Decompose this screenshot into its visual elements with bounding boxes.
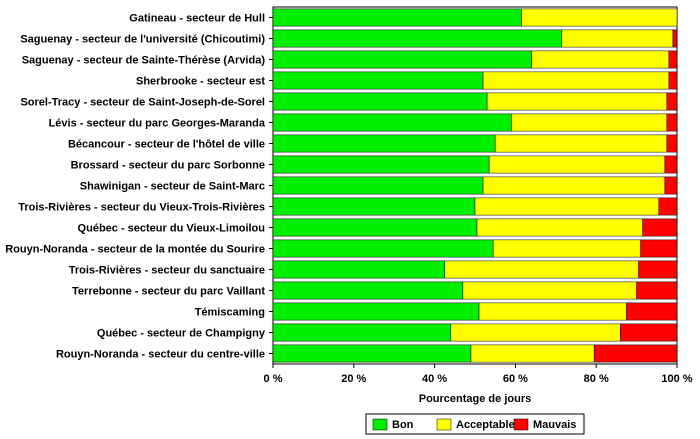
bar-acceptable-13 [462, 281, 637, 300]
bar-mauvais-15 [620, 323, 678, 342]
bar-acceptable-1 [561, 29, 674, 48]
bar-mauvais-8 [664, 176, 678, 195]
category-label-0: Gatineau - secteur de Hull [129, 13, 265, 25]
legend-swatch-bon [372, 418, 388, 431]
x-tick-label-1: 20 % [341, 373, 366, 385]
bar-bon-16 [272, 344, 472, 363]
bar-acceptable-14 [478, 302, 627, 321]
bar-mauvais-3 [668, 71, 678, 90]
bar-mauvais-16 [593, 344, 678, 363]
legend [365, 413, 585, 435]
bar-bon-5 [272, 113, 512, 132]
category-label-2: Saguenay - secteur de Sainte-Thérèse (Ar… [22, 55, 266, 67]
category-label-11: Rouyn-Noranda - secteur de la montée du … [5, 244, 265, 256]
category-label-4: Sorel-Tracy - secteur de Saint-Joseph-de… [20, 97, 265, 109]
bar-acceptable-10 [476, 218, 643, 237]
category-label-12: Trois-Rivières - secteur du sanctuaire [69, 265, 265, 277]
bar-mauvais-13 [636, 281, 678, 300]
legend-label-acceptable: Acceptable [456, 419, 515, 431]
bar-mauvais-12 [638, 260, 678, 279]
category-label-8: Shawinigan - secteur de Saint-Marc [80, 181, 265, 193]
bar-bon-2 [272, 50, 532, 69]
bar-bon-3 [272, 71, 484, 90]
bar-acceptable-7 [488, 155, 666, 174]
bar-acceptable-8 [482, 176, 666, 195]
bar-bon-4 [272, 92, 488, 111]
bar-acceptable-15 [450, 323, 621, 342]
legend-swatch-acceptable [436, 418, 452, 431]
x-tick-label-0: 0 % [264, 373, 283, 385]
category-label-14: Témiscaming [195, 307, 265, 319]
bar-bon-6 [272, 134, 496, 153]
bar-acceptable-3 [482, 71, 670, 90]
bar-bon-10 [272, 218, 478, 237]
bar-mauvais-5 [666, 113, 678, 132]
legend-label-bon: Bon [392, 419, 414, 431]
bar-bon-1 [272, 29, 563, 48]
category-label-6: Bécancour - secteur de l'hôtel de ville [68, 139, 265, 151]
bar-mauvais-1 [672, 29, 678, 48]
bar-mauvais-2 [668, 50, 678, 69]
bar-acceptable-11 [492, 239, 641, 258]
bar-bon-14 [272, 302, 480, 321]
x-tick-label-2: 40 % [422, 373, 447, 385]
bar-acceptable-6 [494, 134, 668, 153]
bar-acceptable-2 [531, 50, 670, 69]
bar-bon-13 [272, 281, 464, 300]
bar-bon-0 [272, 8, 522, 27]
bar-bon-11 [272, 239, 494, 258]
category-label-9: Trois-Rivières - secteur du Vieux-Trois-… [18, 202, 265, 214]
x-tick-label-4: 80 % [584, 373, 609, 385]
category-label-15: Québec - secteur de Champigny [97, 328, 266, 340]
category-label-10: Québec - secteur du Vieux-Limoilou [78, 223, 265, 235]
bar-acceptable-4 [486, 92, 668, 111]
bar-acceptable-0 [521, 8, 678, 27]
bar-acceptable-16 [470, 344, 595, 363]
bar-acceptable-5 [511, 113, 668, 132]
bar-mauvais-4 [666, 92, 678, 111]
category-label-3: Sherbrooke - secteur est [136, 76, 265, 88]
category-label-16: Rouyn-Noranda - secteur du centre-ville [56, 349, 265, 361]
legend-label-mauvais: Mauvais [533, 419, 576, 431]
bar-mauvais-10 [642, 218, 678, 237]
bar-bon-7 [272, 155, 490, 174]
bar-bon-8 [272, 176, 484, 195]
x-tick-label-3: 60 % [503, 373, 528, 385]
category-label-13: Terrebonne - secteur du parc Vaillant [72, 286, 265, 298]
bar-bon-12 [272, 260, 445, 279]
bar-mauvais-14 [626, 302, 678, 321]
bar-bon-9 [272, 197, 476, 216]
bar-mauvais-6 [666, 134, 678, 153]
bar-mauvais-7 [664, 155, 678, 174]
bar-acceptable-12 [444, 260, 639, 279]
bar-acceptable-9 [474, 197, 660, 216]
bar-bon-15 [272, 323, 452, 342]
x-axis-title: Pourcentage de jours [419, 393, 531, 405]
bar-mauvais-11 [640, 239, 678, 258]
category-label-1: Saguenay - secteur de l'université (Chic… [20, 34, 265, 46]
bar-mauvais-9 [658, 197, 678, 216]
x-tick-label-5: 100 % [661, 373, 692, 385]
category-label-7: Brossard - secteur du parc Sorbonne [71, 160, 265, 172]
legend-swatch-mauvais [513, 418, 529, 431]
category-label-5: Lévis - secteur du parc Georges-Maranda [49, 118, 266, 130]
